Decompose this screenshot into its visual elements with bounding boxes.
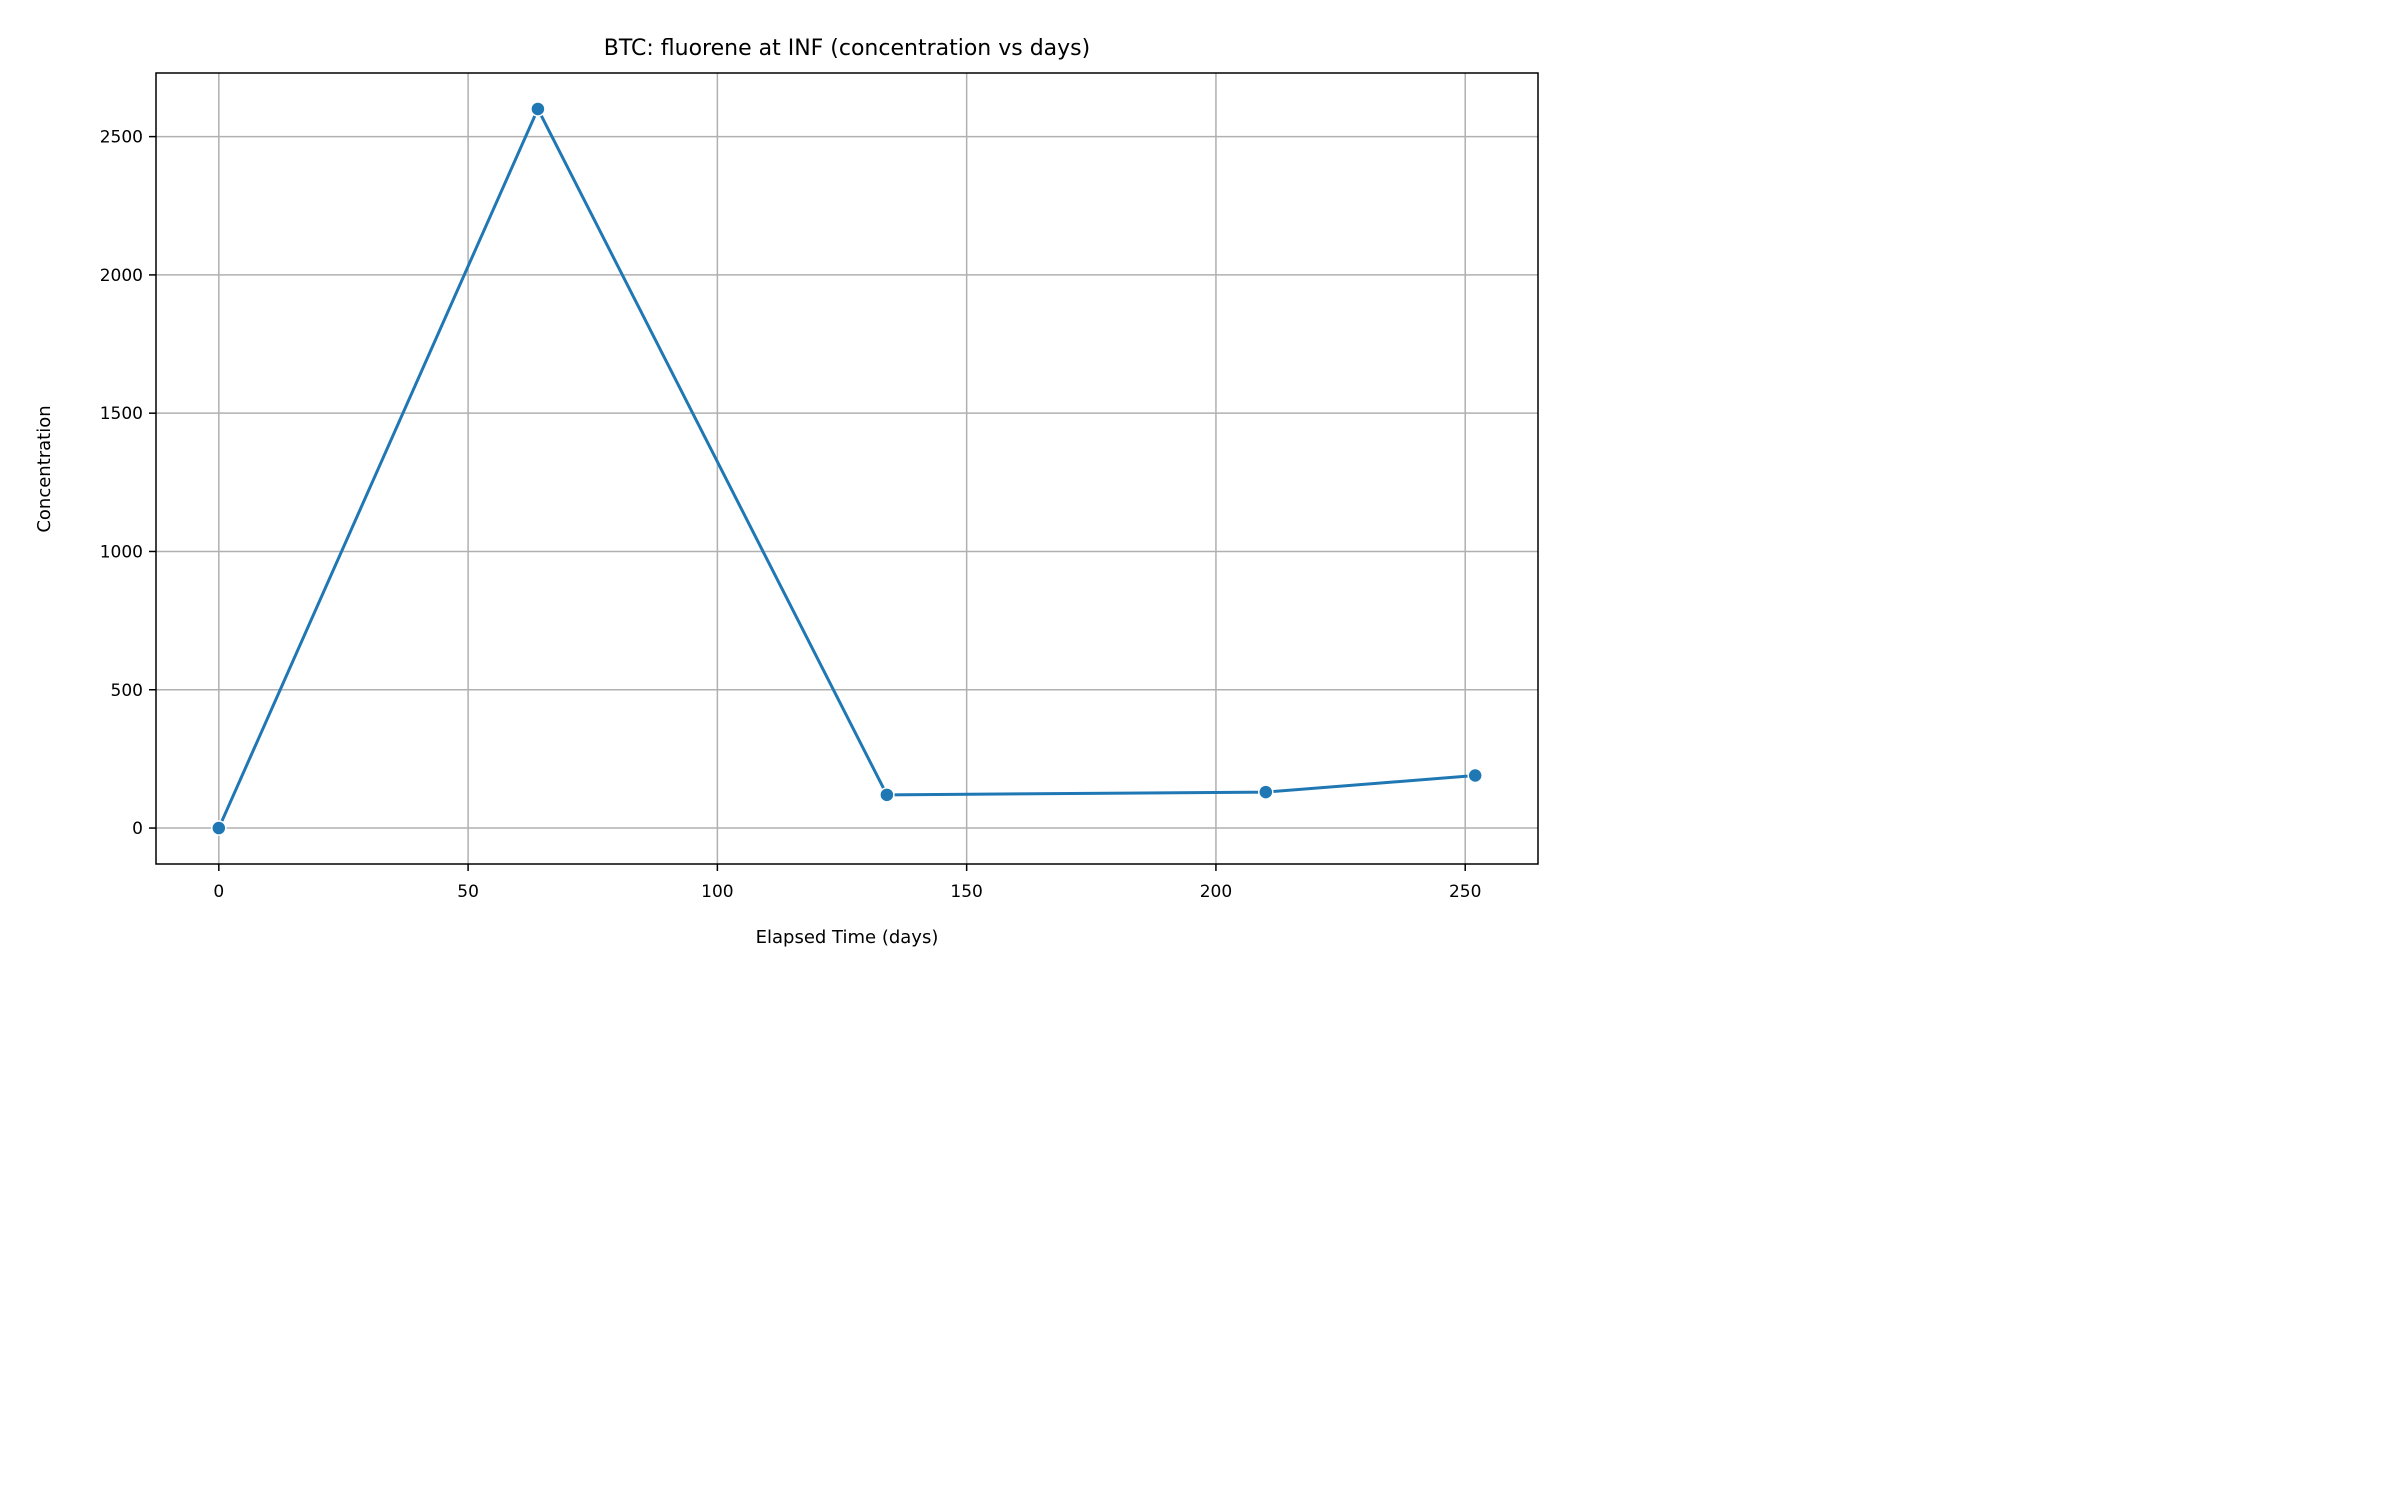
y-tick-label: 500 [111,681,143,701]
x-tick-label: 200 [1200,882,1232,902]
x-tick-label: 50 [457,882,479,902]
y-tick-label: 1000 [100,542,143,562]
x-tick-label: 150 [950,882,982,902]
x-tick-label: 100 [701,882,733,902]
x-axis-label: Elapsed Time (days) [756,927,939,948]
line-chart: BTC: fluorene at INF (concentration vs d… [34,36,1539,948]
data-point [211,820,227,836]
data-point [879,787,895,803]
data-point [1258,784,1274,800]
y-tick-label: 2000 [100,266,143,286]
series-line [217,107,1476,829]
y-tick-label: 2500 [100,128,143,148]
data-point [530,101,546,117]
y-tick-label: 0 [132,819,143,839]
grid-lines [156,73,1538,864]
x-tick-label: 0 [213,882,224,902]
data-point [1467,767,1483,784]
chart-title: BTC: fluorene at INF (concentration vs d… [604,36,1090,61]
plot-frame [155,72,1539,865]
x-tick-label: 250 [1449,882,1481,902]
series-layer [211,101,1483,836]
y-axis-label: Concentration [34,405,55,532]
y-tick-label: 1500 [100,404,143,424]
